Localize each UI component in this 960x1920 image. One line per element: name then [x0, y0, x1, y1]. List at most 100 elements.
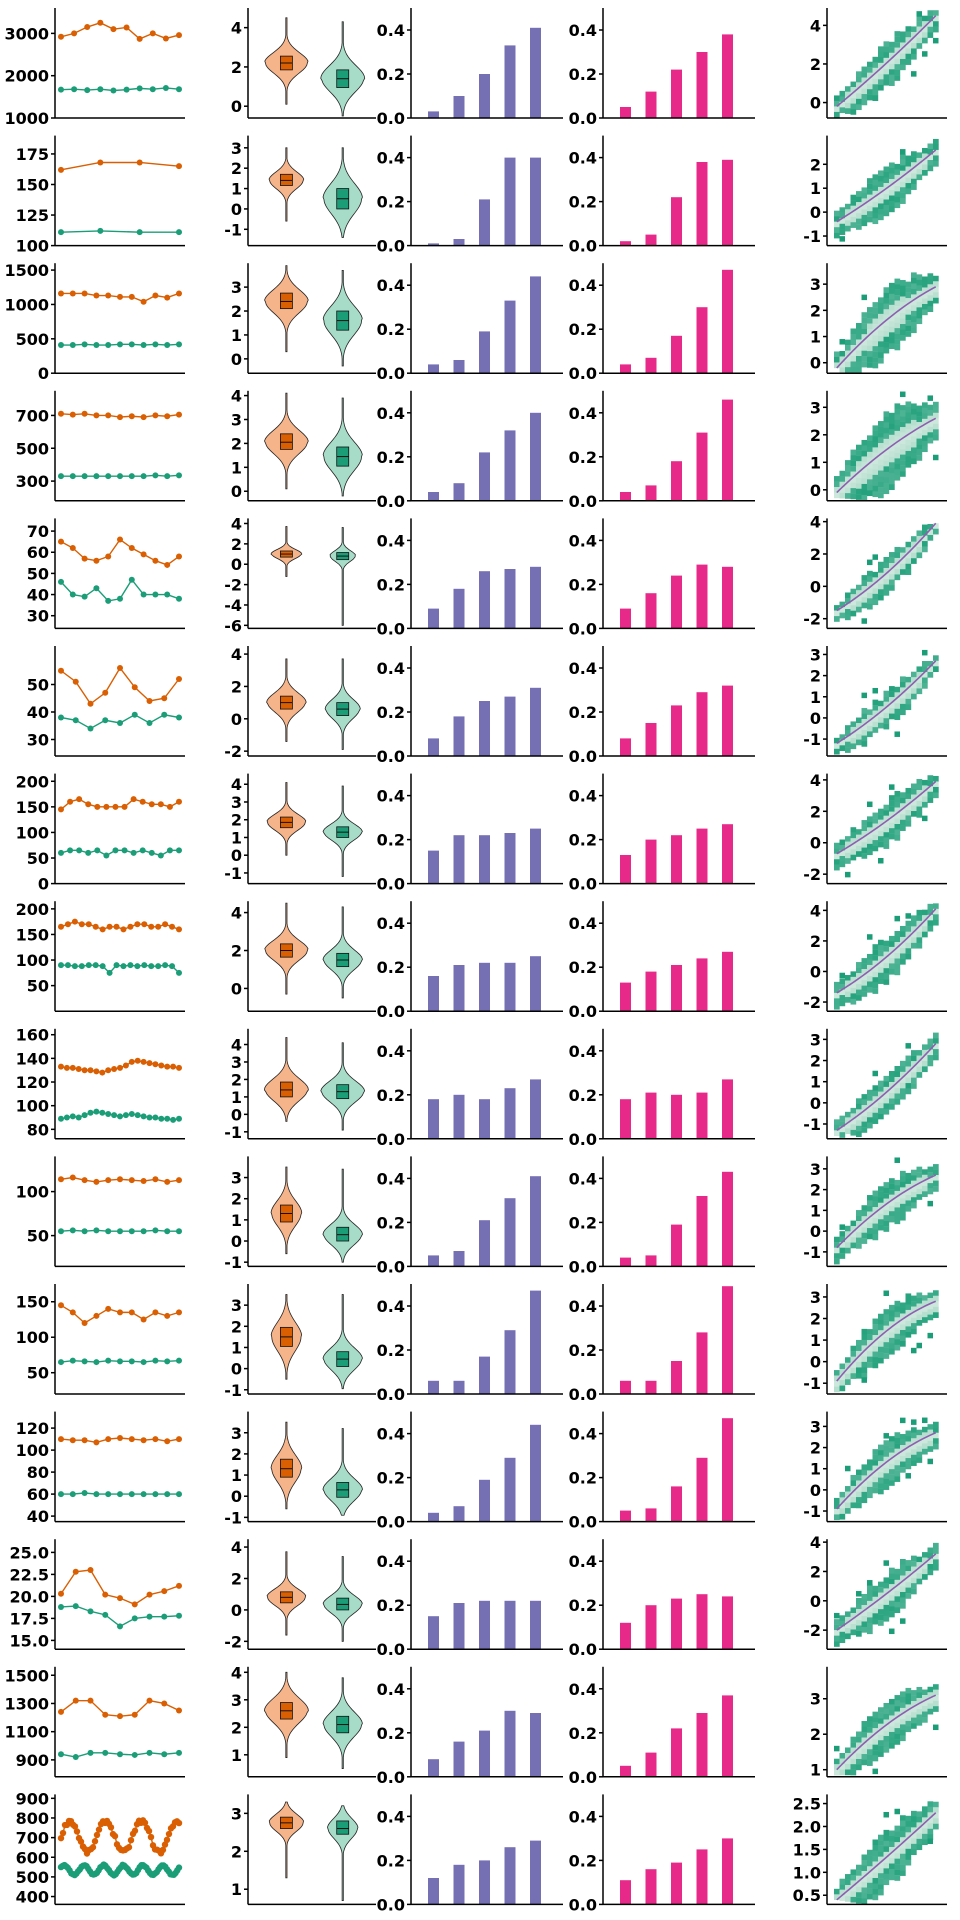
row-6-col-5-ytick-label: 3 — [810, 645, 821, 664]
row-1-col-2-violin-2 — [320, 21, 366, 117]
row-10-col-1-series-1-point — [152, 1176, 159, 1183]
row-7-col-4-bar-3 — [671, 835, 682, 884]
row-3-col-5-ytick-label: 3 — [810, 275, 821, 294]
row-4-col-4-ytick-label: 0.2 — [569, 448, 597, 467]
row-15-col-1-series-1-point — [165, 1830, 173, 1838]
row-10-col-5-ytick-label: -1 — [803, 1243, 821, 1262]
row-3-col-5-fit-line — [836, 286, 937, 369]
row-6-col-1-series-1-point — [176, 676, 182, 682]
row-13-col-5-fit-line — [836, 1553, 937, 1631]
row-7-col-3-bar-4 — [504, 833, 516, 884]
row-7-col-1-series-2-point — [103, 852, 110, 859]
row-3-col-1-series-2-point — [128, 341, 135, 348]
row-6-col-1-series-2-point — [176, 714, 182, 721]
row-10-col-4-bar-4 — [696, 1196, 708, 1267]
row-4-col-5-ytick-label: 1 — [810, 453, 821, 472]
row-4-col-2-ytick-label: 4 — [231, 387, 242, 406]
row-11-col-1-series-1-point — [69, 1309, 76, 1316]
row-9-col-4-bar-1 — [620, 1099, 631, 1139]
row-5-col-3-ytick-label: 0.2 — [377, 575, 405, 594]
row-14-col-1-series-2-point — [117, 1751, 123, 1758]
row-9-col-1-series-2-point — [63, 1114, 70, 1121]
row-12-col-1-series-1-point — [69, 1437, 76, 1444]
row-9-col-1-series-2-point — [93, 1108, 100, 1115]
row-6-col-1-series-2-point — [117, 720, 123, 726]
row-10-col-2-violin-2 — [322, 1168, 363, 1263]
row-11-col-4-bar-5 — [722, 1286, 733, 1394]
row-13-col-4-bar-4 — [696, 1594, 708, 1650]
row-13-col-1-ytick-label: 17.5 — [10, 1609, 49, 1628]
row-12-col-1-ytick-label: 40 — [27, 1507, 49, 1526]
row-11-col-1-series-1-point — [140, 1316, 147, 1323]
row-12-col-2-violin-2 — [322, 1428, 363, 1516]
row-13-col-4-bar-2 — [645, 1605, 657, 1650]
row-4-col-2-panel: 4 3 2 1 0 — [231, 387, 376, 502]
row-11-col-1-series-1-point — [81, 1320, 88, 1327]
row-8-col-1-series-1-point — [58, 923, 64, 930]
row-8-col-1-series-2-point — [99, 963, 106, 970]
row-11-col-5-ytick-label: 1 — [810, 1331, 821, 1350]
row-2-col-1-series-2-line — [60, 230, 179, 233]
row-12-col-1-series-1-point — [140, 1437, 147, 1444]
row-4-col-2-ytick-label: 1 — [231, 458, 242, 477]
row-2-col-1-series-2-point — [58, 229, 64, 236]
row-10-col-1-series-2-point — [58, 1228, 64, 1235]
row-9-col-1-ytick-label: 100 — [16, 1097, 49, 1116]
row-11-col-1-series-2-point — [69, 1357, 76, 1364]
row-3-col-5-density-cells — [834, 272, 939, 374]
row-12-col-5-density-cells — [834, 1417, 939, 1521]
row-3-col-4-ytick-label: 0.0 — [569, 364, 597, 383]
row-8-col-1-series-2-point — [141, 962, 148, 969]
row-14-col-4-bar-2 — [645, 1752, 657, 1777]
row-8-col-3-ytick-label: 0.0 — [377, 1002, 405, 1021]
row-8-col-1-series-2-point — [85, 962, 92, 969]
row-14-col-1-series-2-point — [102, 1749, 109, 1756]
row-9-col-1-ytick-label: 140 — [16, 1049, 49, 1068]
row-13-col-3-ytick-label: 0.4 — [377, 1552, 405, 1571]
row-5-col-1-series-2-point — [128, 576, 135, 583]
row-2-col-3-bar-2 — [453, 239, 465, 246]
row-11-col-5-panel: 3 2 1 0 -1 — [803, 1284, 947, 1395]
row-12-col-5-ytick-label: 0 — [810, 1481, 821, 1500]
row-13-col-1-panel: 25.0 22.5 20.0 17.5 15.0 — [10, 1539, 185, 1650]
row-10-col-1-series-2-point — [117, 1228, 123, 1235]
row-15-col-5-density-cells — [834, 1801, 939, 1905]
row-12-col-5-ytick-label: -1 — [803, 1502, 821, 1521]
row-11-col-1-series-2-point — [93, 1359, 100, 1366]
row-3-col-3-ytick-label: 0.0 — [377, 364, 405, 383]
row-1-col-1-series-2-point — [97, 86, 104, 93]
row-7-col-4-bar-5 — [722, 824, 733, 884]
row-10-col-2-ytick-label: 1 — [231, 1211, 242, 1230]
row-14-col-1-series-1-point — [58, 1708, 64, 1715]
row-12-col-2-ytick-label: 3 — [231, 1424, 242, 1443]
row-15-col-1-series-1-point — [147, 1833, 155, 1841]
row-7-col-1-series-1-point — [76, 796, 83, 803]
row-3-col-1-series-1-point — [176, 290, 182, 297]
row-3-col-1-ytick-label: 1500 — [4, 261, 49, 280]
row-5-col-1-series-1-point — [128, 545, 135, 552]
row-12-col-3-bar-1 — [428, 1512, 439, 1522]
row-9-col-1-series-2-point — [58, 1115, 64, 1122]
row-15-col-1-series-1-point — [89, 1844, 97, 1851]
row-15-col-3-bar-3 — [479, 1860, 490, 1905]
row-7-col-1-series-1-point — [85, 801, 92, 808]
row-7-col-3-panel: 0.4 0.2 0.0 — [377, 773, 563, 894]
row-15-col-2-violin-2 — [327, 1805, 359, 1902]
row-9-col-3-bar-5 — [530, 1079, 541, 1139]
row-12-col-1-series-1-point — [164, 1438, 171, 1445]
row-1-col-5-density-cells — [834, 10, 939, 118]
row-1-col-1-series-2-point — [110, 87, 117, 94]
row-7-col-1-series-1-point — [157, 801, 164, 808]
row-9-col-3-panel: 0.4 0.2 0.0 — [377, 1028, 563, 1149]
row-4-col-1-series-2-point — [69, 473, 76, 480]
row-6-col-3-panel: 0.4 0.2 0.0 — [377, 646, 563, 766]
row-14-col-1-ytick-label: 1300 — [4, 1694, 49, 1713]
row-9-col-1-series-2-point — [117, 1113, 123, 1120]
row-9-col-1-series-2-point — [87, 1109, 94, 1116]
row-2-col-2-box-1 — [279, 173, 293, 186]
row-11-col-1-series-1-point — [105, 1305, 112, 1312]
row-8-col-3-bar-1 — [428, 976, 439, 1012]
row-15-col-1-series-1-point — [73, 1828, 81, 1835]
row-2-col-3-ytick-label: 0.2 — [377, 193, 405, 212]
